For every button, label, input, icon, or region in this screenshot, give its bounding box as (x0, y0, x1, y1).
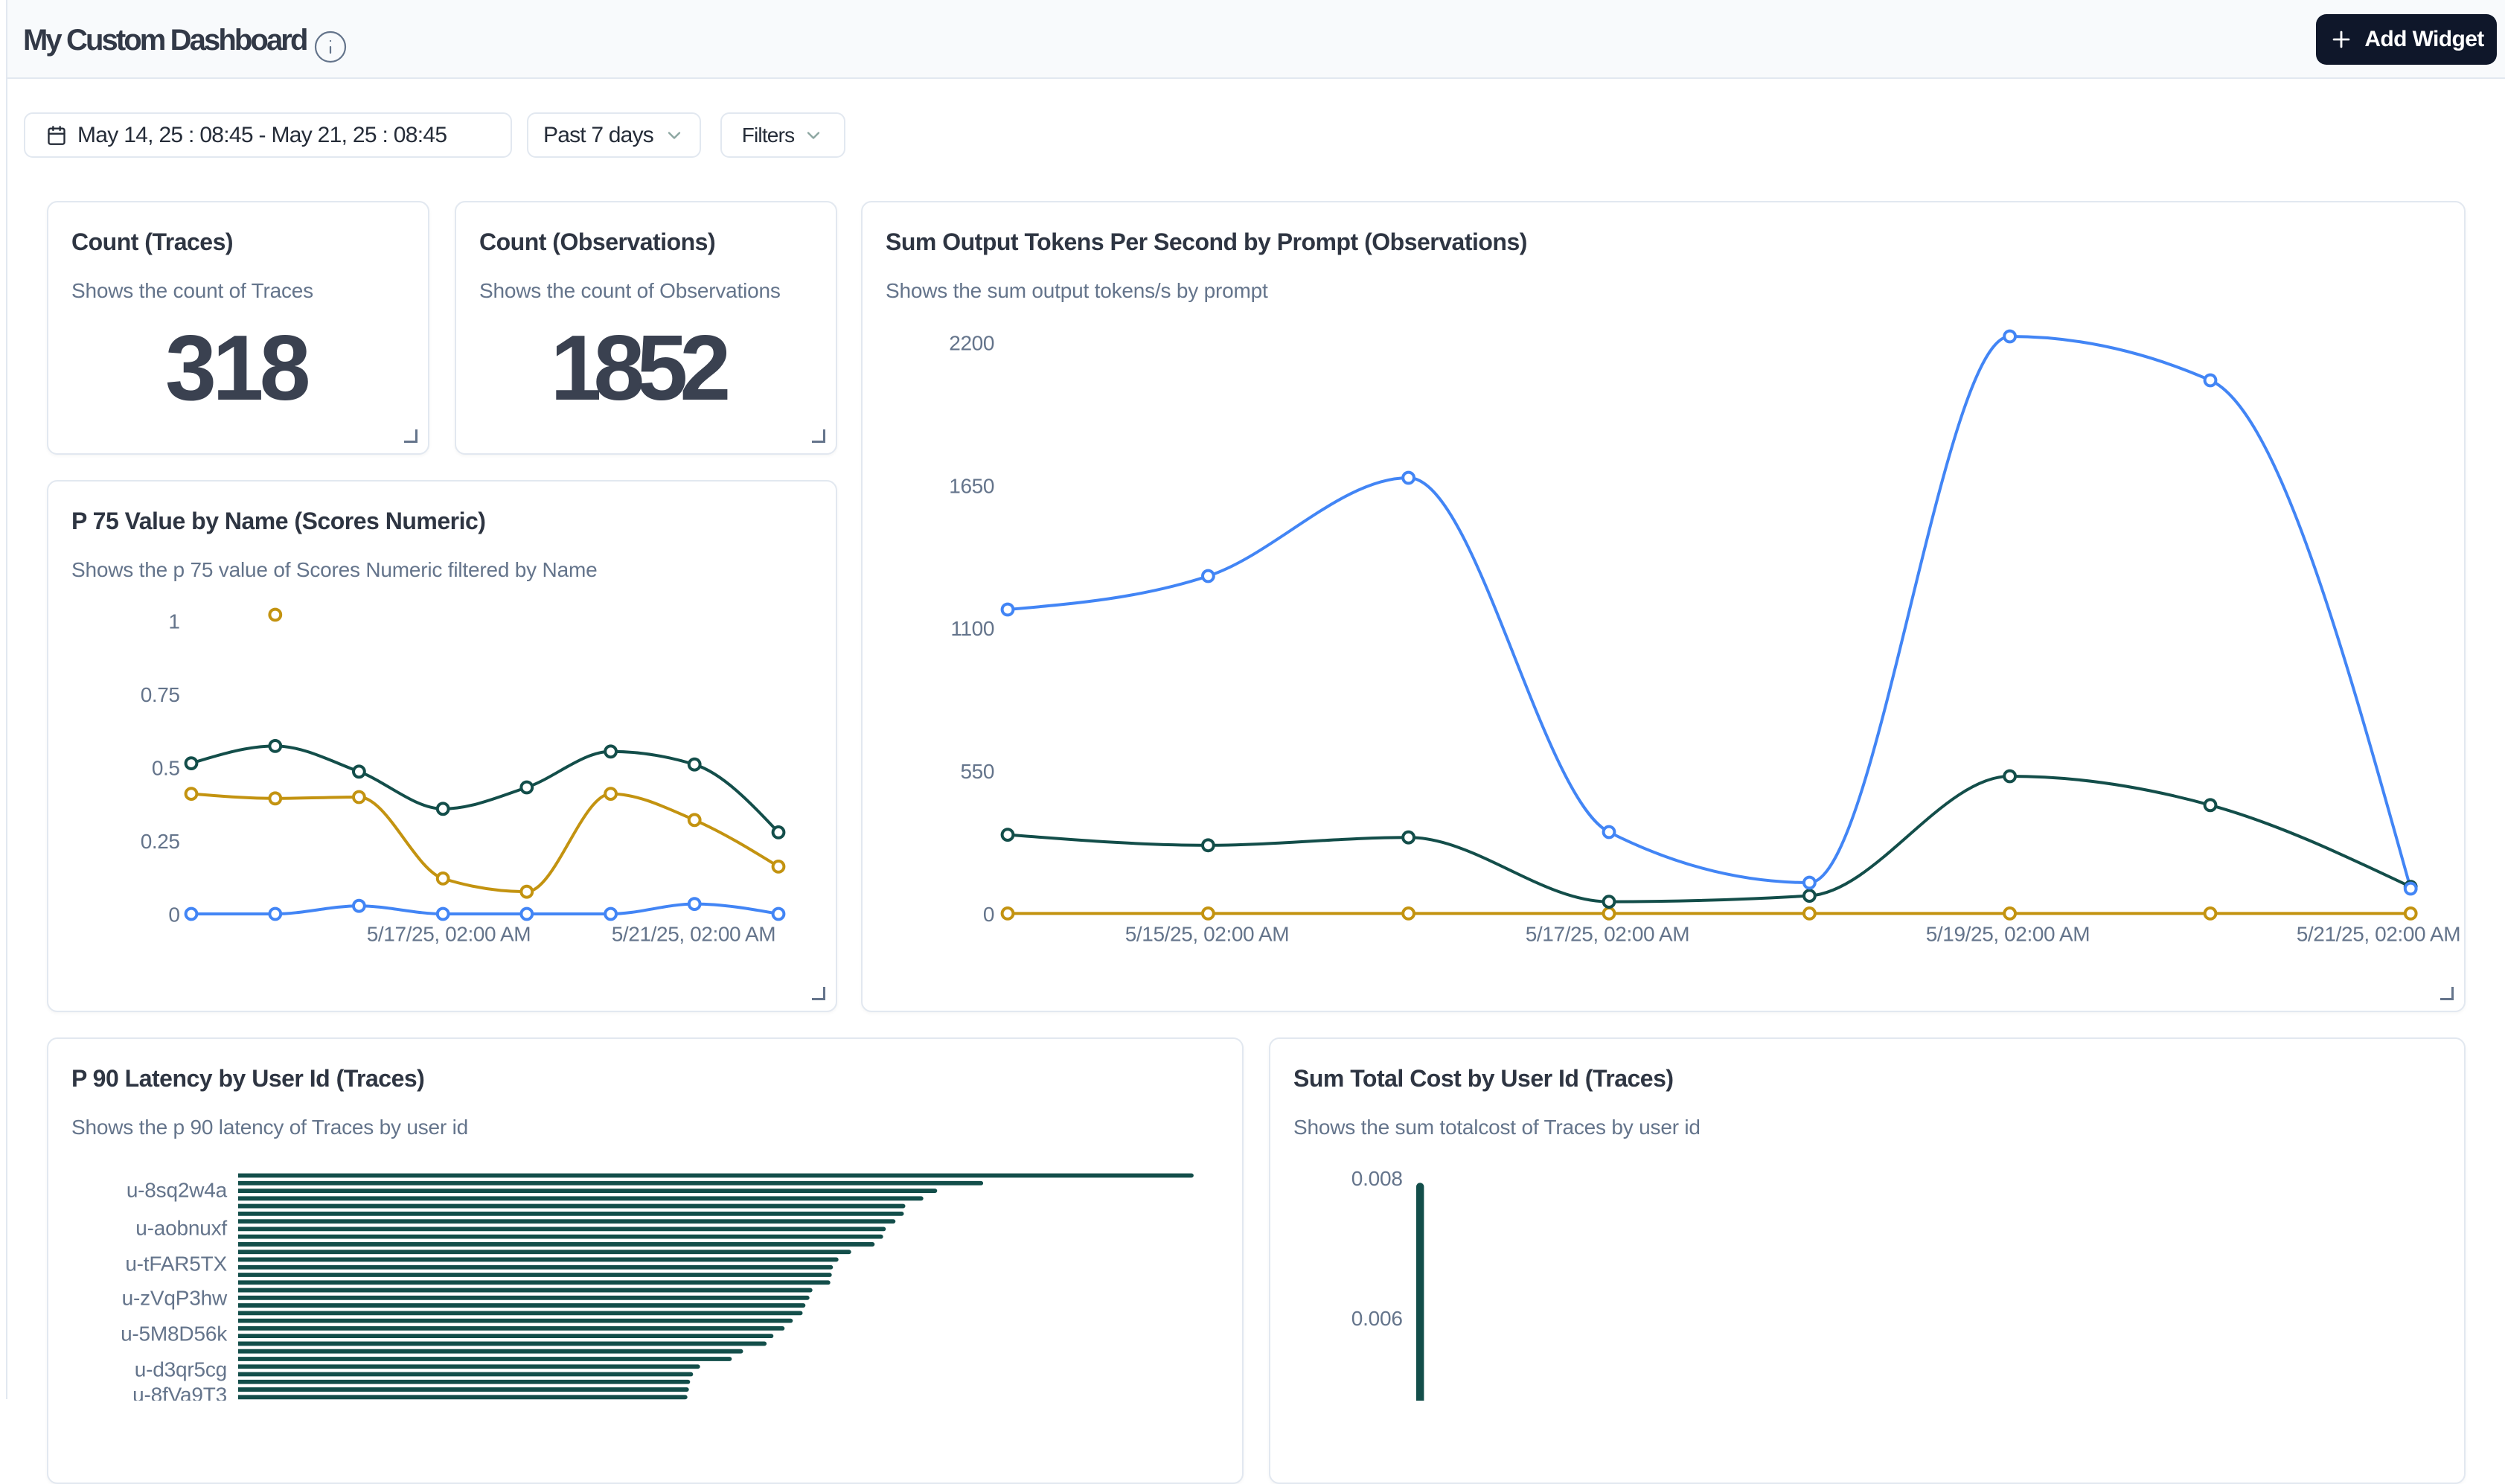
svg-text:5/21/25, 02:00 AM: 5/21/25, 02:00 AM (612, 922, 775, 945)
svg-text:5/21/25, 02:00 AM: 5/21/25, 02:00 AM (2297, 922, 2460, 945)
svg-text:1: 1 (168, 610, 179, 633)
svg-text:u-8fVa9T3: u-8fVa9T3 (132, 1384, 227, 1401)
svg-text:u-aobnuxf: u-aobnuxf (135, 1217, 227, 1240)
svg-text:5/19/25, 02:00 AM: 5/19/25, 02:00 AM (1926, 922, 2090, 945)
svg-text:u-5M8D56k: u-5M8D56k (121, 1323, 228, 1346)
svg-text:u-tFAR5TX: u-tFAR5TX (125, 1253, 227, 1276)
svg-text:0.75: 0.75 (141, 683, 180, 706)
svg-text:u-d3qr5cg: u-d3qr5cg (135, 1358, 227, 1381)
svg-text:550: 550 (960, 760, 994, 783)
svg-text:u-8sq2w4a: u-8sq2w4a (127, 1179, 228, 1202)
svg-text:1650: 1650 (949, 474, 994, 497)
svg-text:5/17/25, 02:00 AM: 5/17/25, 02:00 AM (367, 922, 531, 945)
svg-text:0.5: 0.5 (152, 756, 180, 779)
svg-text:0: 0 (168, 903, 179, 926)
svg-text:5/17/25, 02:00 AM: 5/17/25, 02:00 AM (1526, 922, 1689, 945)
svg-text:u-zVqP3hw: u-zVqP3hw (122, 1287, 228, 1310)
svg-text:0.006: 0.006 (1351, 1307, 1403, 1330)
svg-text:2200: 2200 (949, 332, 994, 355)
svg-text:1100: 1100 (950, 617, 994, 640)
svg-text:0.008: 0.008 (1351, 1167, 1403, 1190)
svg-text:0: 0 (983, 903, 994, 926)
svg-text:5/15/25, 02:00 AM: 5/15/25, 02:00 AM (1125, 922, 1289, 945)
svg-text:0.25: 0.25 (141, 830, 180, 853)
